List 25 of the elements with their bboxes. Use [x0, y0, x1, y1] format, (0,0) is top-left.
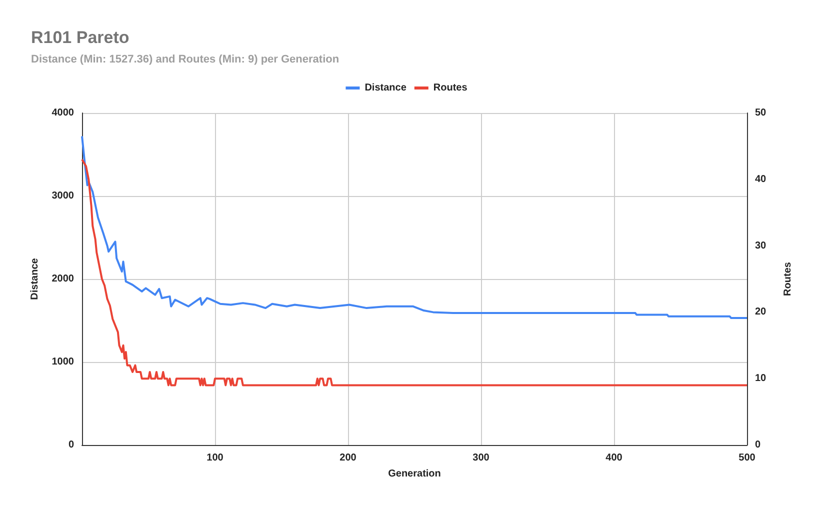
y-tick-label: 4000: [52, 108, 74, 118]
x-tick-label: 400: [606, 452, 623, 464]
y2-tick-label: 40: [755, 174, 767, 185]
y-tick-label: 1000: [52, 356, 74, 368]
y-axis-title: Distance: [30, 258, 40, 300]
chart-title: R101 Pareto: [31, 28, 130, 47]
legend-label: Distance: [364, 82, 407, 94]
y-tick-label: 3000: [52, 190, 74, 202]
legend-label: Routes: [433, 82, 468, 94]
x-tick-label: 500: [738, 452, 756, 464]
y2-tick-label: 10: [755, 373, 767, 384]
x-tick-label: 300: [472, 452, 490, 464]
y2-tick-label: 0: [755, 440, 761, 450]
y2-tick-label: 20: [755, 306, 767, 318]
y2-tick-label: 30: [755, 240, 767, 252]
chart-subtitle: Distance (Min: 1527.36) and Routes (Min: 9) per Generation: [31, 54, 340, 66]
y2-axis-title: Routes: [782, 262, 794, 296]
line-series: [81, 158, 748, 386]
x-axis-title: Generation: [388, 468, 441, 480]
y2-tick-label: 50: [755, 108, 767, 118]
x-tick-label: 200: [340, 452, 357, 464]
y-tick-label: 0: [68, 440, 74, 450]
line-series: [81, 135, 748, 320]
x-tick-label: 100: [206, 452, 224, 464]
y-tick-label: 2000: [52, 274, 74, 284]
